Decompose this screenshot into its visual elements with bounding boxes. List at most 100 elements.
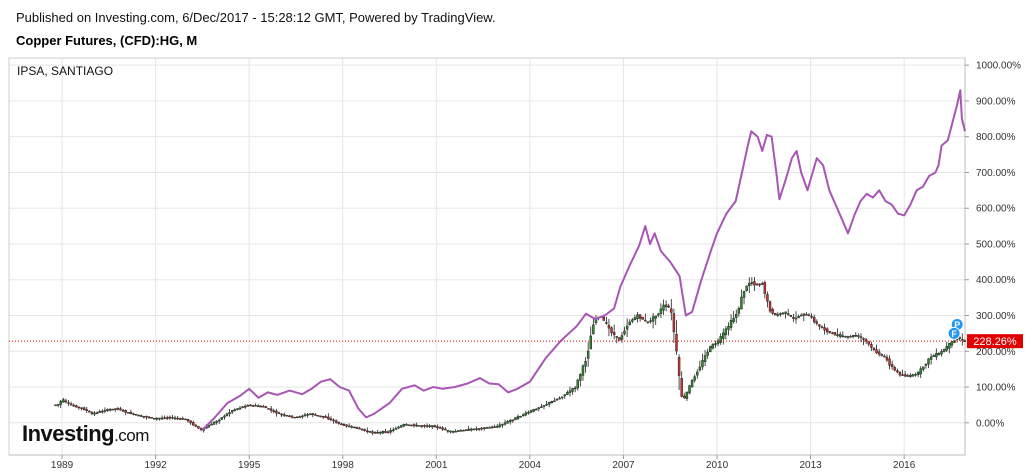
candle-body — [230, 410, 234, 413]
candle-body — [870, 344, 873, 348]
candle-body — [792, 316, 795, 319]
candle-body — [794, 317, 798, 320]
candle-body — [428, 425, 431, 427]
x-tick-label: 2001 — [425, 460, 448, 471]
candle-body — [451, 431, 455, 433]
candle-body — [457, 430, 460, 432]
candle-body — [867, 341, 870, 345]
candle-body — [295, 416, 299, 418]
candle-body — [571, 388, 574, 392]
candle-body — [732, 317, 735, 322]
candle-body — [883, 355, 886, 358]
candle-body — [903, 374, 907, 377]
candle-body — [246, 405, 250, 407]
candle-body — [98, 411, 101, 413]
candle-body — [137, 414, 140, 417]
candle-body — [706, 351, 709, 356]
candle-body — [888, 358, 891, 366]
candle-body — [121, 409, 125, 412]
candle-body — [779, 313, 782, 315]
candle-body — [857, 335, 860, 337]
candle-body — [683, 395, 686, 399]
candle-body — [880, 354, 883, 356]
candle-body — [641, 316, 644, 320]
candle-body — [789, 314, 793, 317]
candle-body — [714, 343, 717, 345]
candle-body — [748, 283, 751, 286]
candle-body — [709, 346, 712, 353]
candle-body — [93, 412, 96, 415]
candle-body — [724, 328, 728, 336]
candle-body — [696, 371, 699, 376]
candle-body — [781, 312, 785, 315]
candle-body — [438, 427, 442, 429]
candle-body — [347, 425, 351, 428]
candle-body — [243, 405, 247, 408]
candle-body — [381, 431, 385, 434]
plot-border — [8, 57, 966, 456]
candle-body — [399, 425, 403, 428]
candle-body — [547, 401, 551, 405]
candle-body — [763, 282, 767, 294]
candle-body — [589, 335, 592, 350]
candle-body — [831, 332, 834, 334]
candlestick-series — [54, 277, 967, 436]
candle-body — [142, 415, 146, 418]
candle-body — [150, 417, 153, 419]
candle-body — [581, 365, 585, 376]
candle-body — [742, 291, 746, 298]
candle-body — [929, 356, 933, 360]
candle-body — [573, 387, 577, 390]
candle-body — [85, 409, 88, 411]
candle-body — [774, 312, 777, 316]
candle-body — [854, 335, 857, 337]
candle-body — [254, 405, 257, 407]
candle-body — [449, 430, 452, 433]
candle-body — [506, 421, 509, 424]
candle-body — [389, 430, 392, 433]
candle-body — [555, 398, 559, 401]
candle-body — [238, 407, 242, 410]
candle-body — [324, 416, 327, 418]
candle-body — [924, 363, 928, 366]
candle-body — [319, 415, 322, 418]
candle-body — [527, 411, 530, 414]
candle-body — [615, 336, 618, 338]
candle-body — [376, 431, 379, 434]
candle-body — [158, 417, 161, 420]
x-axis: 1989 1992 1995 1998 2001 2004 2007 2010 2013 2016 — [51, 455, 916, 471]
y-tick-label: 300.00% — [976, 311, 1016, 322]
candle-body — [171, 417, 174, 419]
candle-body — [950, 341, 954, 346]
candle-body — [701, 360, 704, 368]
candle-body — [690, 380, 694, 388]
candle-body — [540, 406, 543, 408]
candle-body — [521, 414, 525, 416]
candle-body — [340, 423, 343, 426]
candle-body — [334, 420, 338, 423]
y-tick-label: 700.00% — [976, 168, 1016, 179]
candle-body — [688, 385, 691, 394]
candle-body — [256, 405, 260, 407]
candle-body — [363, 429, 366, 431]
candle-body — [194, 424, 198, 427]
event-marker-letter: F — [951, 329, 957, 339]
candle-body — [636, 314, 639, 319]
candle-body — [875, 349, 878, 354]
candle-body — [69, 403, 73, 406]
x-tick-label: 1992 — [144, 460, 167, 471]
candle-body — [511, 419, 515, 422]
candle-body — [558, 397, 561, 400]
candle-body — [784, 311, 787, 314]
candle-body — [163, 417, 166, 419]
y-tick-label: 500.00% — [976, 239, 1016, 250]
candle-body — [477, 428, 481, 430]
candle-body — [140, 415, 143, 417]
candle-body — [864, 339, 868, 342]
candle-body — [467, 428, 470, 431]
candle-body — [77, 406, 81, 409]
candle-body — [210, 424, 213, 426]
symbol-title: Copper Futures, (CFD):HG, M — [16, 33, 198, 48]
candle-body — [95, 412, 99, 414]
